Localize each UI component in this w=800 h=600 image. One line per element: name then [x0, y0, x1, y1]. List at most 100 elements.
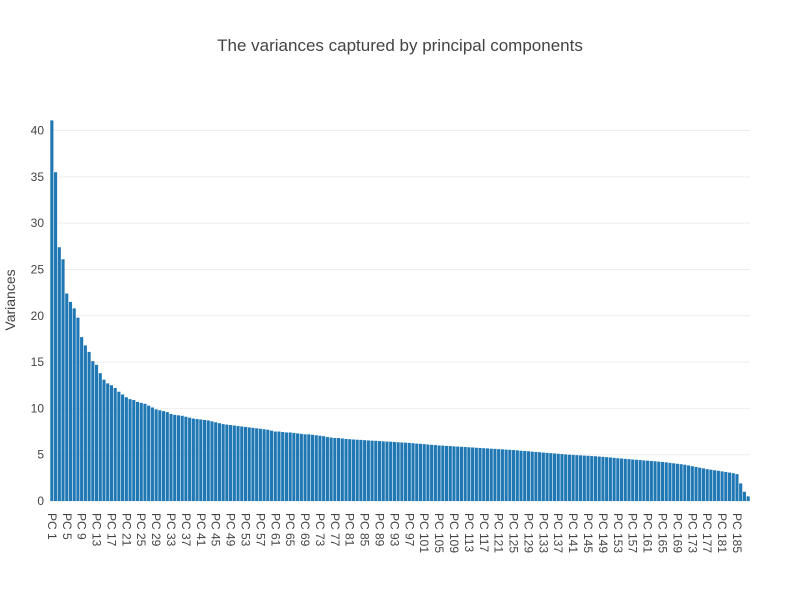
y-axis-label: Variances — [2, 269, 18, 330]
bar — [623, 458, 627, 501]
bar — [80, 337, 84, 501]
bar — [337, 438, 341, 501]
bar — [173, 414, 177, 501]
bar — [243, 426, 248, 501]
bar — [57, 247, 61, 501]
bar — [251, 427, 255, 501]
bar — [508, 449, 512, 501]
bar — [325, 437, 329, 501]
bar — [746, 496, 750, 501]
bar — [106, 383, 110, 501]
bar — [135, 401, 140, 501]
bar — [128, 399, 132, 501]
bar — [694, 466, 698, 501]
bar — [515, 450, 519, 501]
bar — [713, 470, 717, 501]
bar — [307, 434, 311, 501]
bar — [437, 445, 441, 501]
bar — [255, 428, 259, 501]
bar — [705, 469, 709, 501]
bar — [232, 425, 236, 501]
bar — [411, 443, 415, 501]
bar — [612, 457, 616, 501]
bar — [299, 433, 303, 501]
x-tick-label: PC 129 — [521, 513, 535, 553]
bar — [147, 405, 151, 501]
bar — [646, 460, 650, 501]
bar — [720, 471, 724, 501]
x-tick-label: PC 37 — [179, 513, 193, 547]
bar — [679, 464, 683, 501]
bar — [590, 456, 594, 501]
bar — [296, 433, 300, 501]
bar — [91, 361, 95, 501]
bar — [329, 437, 333, 501]
bar — [567, 454, 571, 501]
bar — [638, 460, 642, 501]
bar — [552, 453, 557, 501]
bar — [698, 467, 702, 501]
bar — [456, 446, 460, 501]
bar — [709, 469, 713, 501]
y-tick-label: 35 — [31, 170, 45, 184]
x-tick-label: PC 101 — [417, 513, 431, 553]
bar — [426, 444, 430, 501]
bar — [642, 460, 646, 501]
y-tick-label: 25 — [31, 262, 45, 276]
x-tick-label: PC 85 — [358, 513, 372, 547]
bar — [195, 419, 199, 501]
bar — [132, 400, 136, 501]
bar — [188, 417, 192, 501]
bar — [735, 474, 739, 501]
bar — [206, 420, 210, 501]
bar — [176, 415, 181, 501]
bar — [83, 345, 87, 501]
bar — [441, 445, 445, 501]
bar — [683, 464, 687, 501]
bar — [493, 448, 497, 501]
bar — [374, 440, 378, 501]
y-tick-label: 15 — [31, 355, 45, 369]
bar — [184, 416, 188, 501]
bar — [281, 432, 285, 501]
bar — [467, 447, 471, 501]
bar — [191, 418, 195, 501]
bar — [363, 440, 367, 501]
bar — [247, 427, 251, 501]
bar — [396, 442, 400, 501]
x-tick-label: PC 93 — [387, 513, 401, 547]
bar — [586, 455, 590, 501]
x-tick-label: PC 133 — [536, 513, 550, 553]
x-tick-label: PC 13 — [90, 513, 104, 547]
x-tick-label: PC 165 — [656, 513, 670, 553]
bar — [504, 449, 508, 501]
bar — [314, 435, 318, 501]
x-tick-label: PC 157 — [626, 513, 640, 553]
y-tick-label: 30 — [31, 216, 45, 230]
bar — [310, 434, 315, 501]
bar — [608, 457, 612, 501]
x-tick-label: PC 77 — [328, 513, 342, 547]
bar — [601, 456, 605, 501]
bar — [165, 412, 169, 501]
bar — [258, 428, 262, 501]
bar — [593, 456, 598, 501]
bar — [72, 308, 76, 501]
bar — [541, 452, 545, 501]
bar — [418, 443, 423, 501]
bar — [65, 293, 69, 501]
x-tick-label: PC 173 — [685, 513, 699, 553]
bar — [229, 425, 233, 501]
x-tick-label: PC 61 — [268, 513, 282, 547]
bar — [575, 455, 579, 501]
bar — [381, 441, 385, 501]
bar — [478, 447, 482, 501]
bar — [217, 423, 221, 501]
bar — [549, 453, 553, 501]
x-tick-label: PC 109 — [447, 513, 461, 553]
x-tick-label: PC 69 — [298, 513, 312, 547]
x-tick-label: PC 121 — [492, 513, 506, 553]
bar — [273, 431, 277, 501]
x-tick-label: PC 149 — [596, 513, 610, 553]
